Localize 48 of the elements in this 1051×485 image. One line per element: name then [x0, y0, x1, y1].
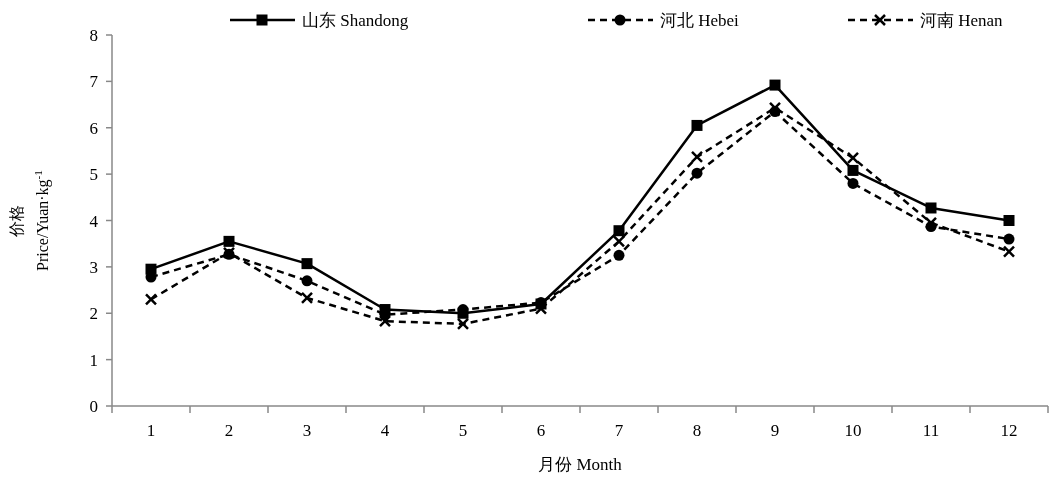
- point: [691, 167, 703, 179]
- legend-label: 山东 Shandong: [302, 11, 409, 30]
- point: [613, 225, 625, 237]
- point: [144, 293, 158, 306]
- x-tick-label: 7: [614, 421, 624, 440]
- point: [846, 151, 860, 165]
- x-tick-label: 3: [302, 421, 312, 440]
- y-tick-label: 8: [89, 26, 98, 45]
- point: [456, 317, 470, 331]
- point: [847, 177, 859, 189]
- x-tick-label: 4: [380, 421, 390, 440]
- y-tick-label: 1: [89, 350, 98, 370]
- y-tick-label: 2: [89, 304, 98, 324]
- point: [691, 119, 703, 131]
- y-tick-label: 6: [89, 118, 98, 138]
- point: [1003, 215, 1015, 226]
- x-tick-label: 10: [844, 421, 862, 440]
- point: [769, 79, 781, 91]
- legend-label: 河北 Hebei: [660, 11, 740, 30]
- x-tick-label: 2: [224, 421, 234, 440]
- point: [768, 101, 782, 115]
- y-tick-label: 5: [89, 165, 98, 185]
- x-tick-label: 11: [922, 421, 940, 440]
- point: [847, 164, 859, 176]
- point: [612, 235, 626, 248]
- point: [300, 291, 314, 305]
- point: [378, 314, 392, 328]
- legend-label: 河南 Henan: [920, 11, 1004, 30]
- point: [613, 249, 625, 261]
- point: [924, 216, 938, 230]
- y-tick-label: 4: [89, 211, 99, 231]
- x-axis-title: 月份 Month: [538, 455, 623, 474]
- x-tick-label: 6: [536, 421, 546, 440]
- point: [301, 258, 313, 270]
- x-tick-label: 8: [692, 421, 702, 440]
- x-tick-label: 5: [458, 421, 468, 440]
- point: [301, 275, 313, 287]
- point: [925, 202, 937, 214]
- y-tick-label: 7: [89, 72, 99, 92]
- point: [690, 150, 704, 164]
- x-tick-label: 9: [770, 421, 780, 440]
- point: [1002, 245, 1016, 258]
- point: [223, 235, 235, 247]
- y-tick-label: 3: [89, 257, 98, 277]
- y-tick-label: 0: [89, 397, 98, 416]
- x-tick-label: 1: [146, 421, 156, 440]
- x-tick-label: 12: [1000, 421, 1018, 440]
- point: [1003, 233, 1015, 245]
